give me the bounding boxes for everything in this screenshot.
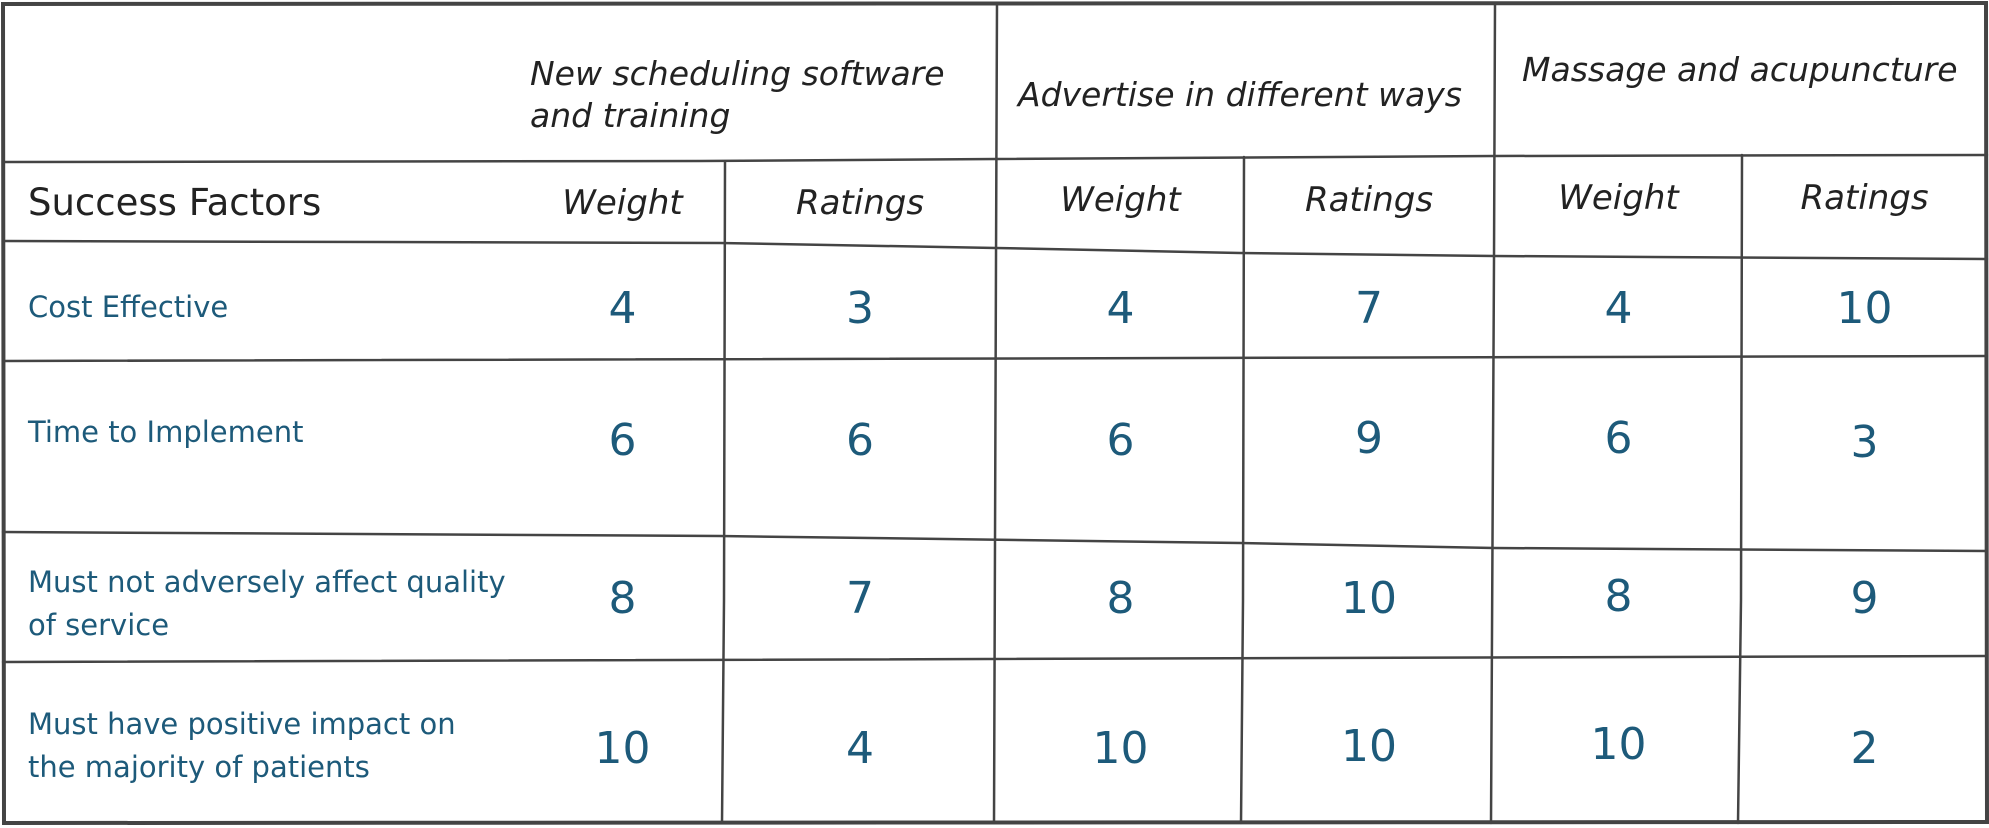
factor-label-3: Must not adversely affect quality of ser… bbox=[28, 565, 506, 642]
value-cell: 10 bbox=[1341, 720, 1397, 772]
vline-sub3 bbox=[1736, 153, 1744, 825]
rating-header-3: Ratings bbox=[1800, 177, 1929, 218]
value-cell: 6 bbox=[1106, 414, 1135, 466]
value-cell: 4 bbox=[1106, 282, 1135, 334]
value-cell: 9 bbox=[1850, 572, 1879, 624]
value-cell: 10 bbox=[1590, 718, 1647, 770]
factor-label-1: Cost Effective bbox=[28, 289, 229, 324]
value-cell: 4 bbox=[1604, 282, 1633, 334]
value-cell: 6 bbox=[1604, 412, 1633, 464]
value-cell: 9 bbox=[1355, 412, 1383, 464]
value-cell: 7 bbox=[846, 572, 874, 624]
vline-group2 bbox=[1489, 1, 1497, 825]
weight-header-3: Weight bbox=[1558, 177, 1679, 218]
value-cell: 6 bbox=[608, 414, 637, 466]
value-cell: 7 bbox=[1355, 282, 1383, 334]
option-header-3: Massage and acupuncture bbox=[1522, 50, 1958, 89]
option-header-1: New scheduling software and training bbox=[530, 54, 945, 135]
factor-label-2: Time to Implement bbox=[28, 414, 304, 449]
value-cell: 8 bbox=[608, 572, 637, 624]
weight-header-2: Weight bbox=[1060, 179, 1181, 220]
value-cell: 3 bbox=[1850, 416, 1879, 468]
value-cell: 10 bbox=[1092, 722, 1149, 774]
value-cell: 4 bbox=[608, 282, 637, 334]
vline-group1 bbox=[992, 1, 999, 825]
value-cell: 10 bbox=[1341, 572, 1397, 624]
rating-header-2: Ratings bbox=[1304, 179, 1434, 220]
value-cell: 4 bbox=[846, 722, 874, 774]
option-header-2: Advertise in different ways bbox=[1018, 75, 1462, 114]
value-cell: 6 bbox=[846, 414, 874, 466]
value-cell: 2 bbox=[1850, 722, 1879, 774]
weight-header-1: Weight bbox=[562, 182, 683, 223]
value-cell: 8 bbox=[1106, 572, 1135, 624]
hline-row2 bbox=[1, 530, 1989, 553]
value-cell: 8 bbox=[1604, 570, 1633, 622]
success-factors-header: Success Factors bbox=[28, 181, 322, 224]
value-cell: 10 bbox=[594, 722, 651, 774]
hline-subheader bbox=[1, 239, 1989, 261]
rating-header-1: Ratings bbox=[795, 182, 925, 223]
factor-label-4: Must have positive impact on the majorit… bbox=[28, 707, 456, 784]
value-cell: 3 bbox=[846, 282, 874, 334]
vline-sub1 bbox=[720, 160, 727, 825]
vline-sub2 bbox=[1239, 155, 1246, 825]
value-cell: 10 bbox=[1836, 282, 1893, 334]
